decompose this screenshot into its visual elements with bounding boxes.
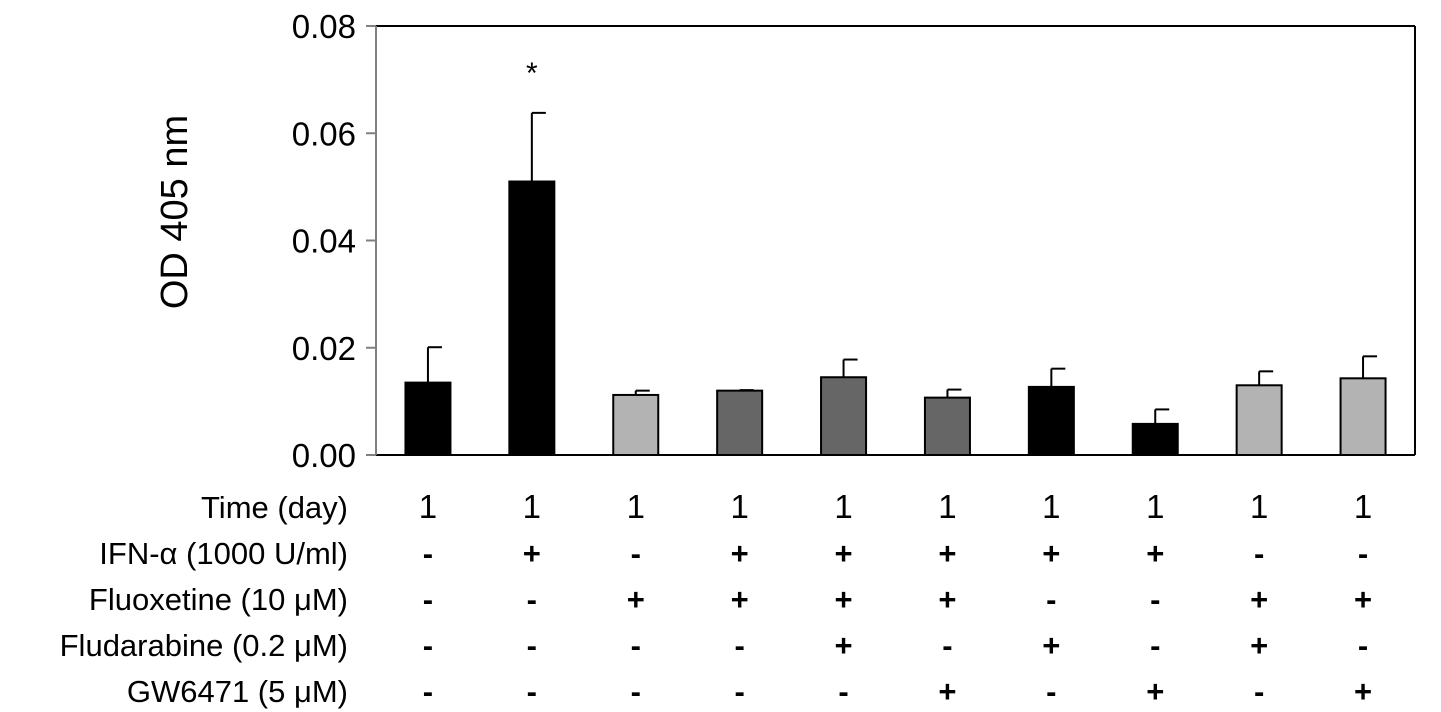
condition-cell: + <box>731 536 749 571</box>
condition-cell: 1 <box>523 488 541 525</box>
condition-cell: - <box>527 674 537 709</box>
condition-row-label: IFN-α (1000 U/ml) <box>99 536 348 571</box>
condition-cell: - <box>1046 582 1056 617</box>
condition-cell: - <box>527 628 537 663</box>
condition-row-label: Fluoxetine (10 μM) <box>89 582 348 617</box>
condition-cell: 1 <box>834 488 852 525</box>
condition-cell: + <box>1146 674 1164 709</box>
condition-cell: 1 <box>1146 488 1164 525</box>
condition-cell: - <box>942 628 952 663</box>
condition-cell: - <box>631 674 641 709</box>
condition-cell: 1 <box>1354 488 1372 525</box>
condition-cell: + <box>1354 582 1372 617</box>
bar <box>1131 422 1179 456</box>
condition-cell: + <box>834 582 852 617</box>
y-tick-label: 0.02 <box>292 330 356 367</box>
significance-annotation: * <box>526 57 538 90</box>
condition-cell: - <box>1150 628 1160 663</box>
condition-cell: 1 <box>627 488 645 525</box>
condition-cell: - <box>1046 674 1056 709</box>
condition-cell: - <box>423 582 433 617</box>
condition-cell: + <box>938 536 956 571</box>
condition-cell: - <box>1150 582 1160 617</box>
condition-cell: - <box>734 628 744 663</box>
condition-cell: + <box>1250 628 1268 663</box>
condition-cell: + <box>731 582 749 617</box>
condition-cell: - <box>838 674 848 709</box>
bar <box>404 381 452 457</box>
bar <box>1339 377 1387 456</box>
bar <box>923 396 971 456</box>
condition-cell: + <box>834 628 852 663</box>
condition-row-label: GW6471 (5 μM) <box>127 674 348 709</box>
condition-cell: - <box>423 628 433 663</box>
condition-cell: + <box>1042 628 1060 663</box>
condition-cell: - <box>631 536 641 571</box>
condition-cell: - <box>1358 536 1368 571</box>
condition-cell: 1 <box>730 488 748 525</box>
plot-area: 0.00 0.02 0.04 0.06 0.08 * <box>292 8 1416 474</box>
condition-cell: + <box>627 582 645 617</box>
condition-cell: 1 <box>938 488 956 525</box>
condition-cell: - <box>1254 536 1264 571</box>
bar <box>508 180 556 456</box>
bar <box>1235 384 1283 457</box>
condition-cell: - <box>423 536 433 571</box>
condition-cell: + <box>1250 582 1268 617</box>
condition-cell: 1 <box>1042 488 1060 525</box>
condition-cell: - <box>1358 628 1368 663</box>
bar <box>612 393 660 457</box>
condition-row-label: Fludarabine (0.2 μM) <box>60 628 348 663</box>
condition-cell: - <box>423 674 433 709</box>
condition-cell: + <box>1146 536 1164 571</box>
condition-cell: - <box>527 582 537 617</box>
condition-cell: - <box>1254 674 1264 709</box>
y-axis-label: OD 405 nm <box>154 115 196 309</box>
bar <box>1027 385 1075 456</box>
condition-cell: + <box>523 536 541 571</box>
condition-cell: + <box>938 674 956 709</box>
condition-cell: + <box>1354 674 1372 709</box>
condition-row-label: Time (day) <box>201 490 348 525</box>
y-tick-label: 0.00 <box>292 437 356 474</box>
condition-cell: 1 <box>1250 488 1268 525</box>
y-tick-label: 0.04 <box>292 223 356 260</box>
condition-cell: + <box>834 536 852 571</box>
condition-table: Time (day) 1 1 1 1 1 1 1 1 1 1 IFN-α (1000 U/ml) - + -… <box>60 488 1373 709</box>
y-tick-label: 0.08 <box>292 8 356 45</box>
y-tick-label: 0.06 <box>292 115 356 152</box>
condition-cell: + <box>938 582 956 617</box>
bar <box>820 376 868 456</box>
condition-cell: - <box>734 674 744 709</box>
bar <box>716 389 764 456</box>
condition-cell: - <box>631 628 641 663</box>
condition-cell: 1 <box>419 488 437 525</box>
condition-cell: + <box>1042 536 1060 571</box>
